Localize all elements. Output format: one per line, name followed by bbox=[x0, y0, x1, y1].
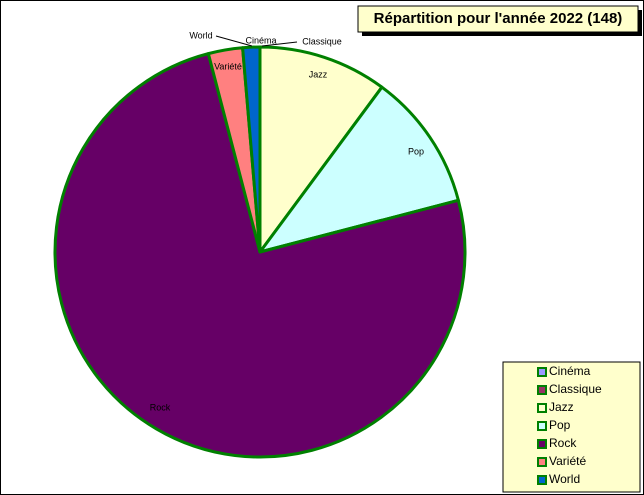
slice-label: World bbox=[189, 30, 212, 40]
pie-slice bbox=[241, 45, 262, 254]
pie bbox=[53, 45, 467, 459]
slice-label: Jazz bbox=[309, 69, 328, 79]
legend-swatch bbox=[537, 403, 547, 413]
title-box bbox=[357, 5, 639, 33]
legend-swatch bbox=[537, 385, 547, 395]
slice-label: Cinéma bbox=[245, 35, 276, 45]
pie-slice bbox=[258, 45, 384, 254]
leader-line bbox=[215, 35, 253, 47]
legend-label: Variété bbox=[549, 454, 586, 468]
legend-label: Classique bbox=[549, 382, 602, 396]
legend-label: World bbox=[549, 472, 580, 486]
legend-label: Rock bbox=[549, 436, 577, 450]
legend-box bbox=[502, 361, 641, 493]
legend-swatch bbox=[537, 367, 547, 377]
legend-label: Cinéma bbox=[549, 364, 591, 378]
slice-label: Pop bbox=[408, 146, 424, 156]
pie-slice bbox=[258, 85, 460, 254]
leader-line bbox=[261, 41, 298, 47]
legend-label: Jazz bbox=[549, 400, 574, 414]
legend-swatch bbox=[537, 457, 547, 467]
legend-swatch bbox=[537, 421, 547, 431]
chart-title: Répartition pour l'année 2022 (148) bbox=[374, 10, 623, 27]
legend-swatch bbox=[537, 439, 547, 449]
slice-label: Classique bbox=[302, 36, 342, 46]
slice-label: Variété bbox=[214, 61, 242, 71]
slice-label: Rock bbox=[150, 402, 171, 412]
pie-slice bbox=[53, 52, 467, 459]
legend-swatch bbox=[537, 475, 547, 485]
legend-label: Pop bbox=[549, 418, 571, 432]
